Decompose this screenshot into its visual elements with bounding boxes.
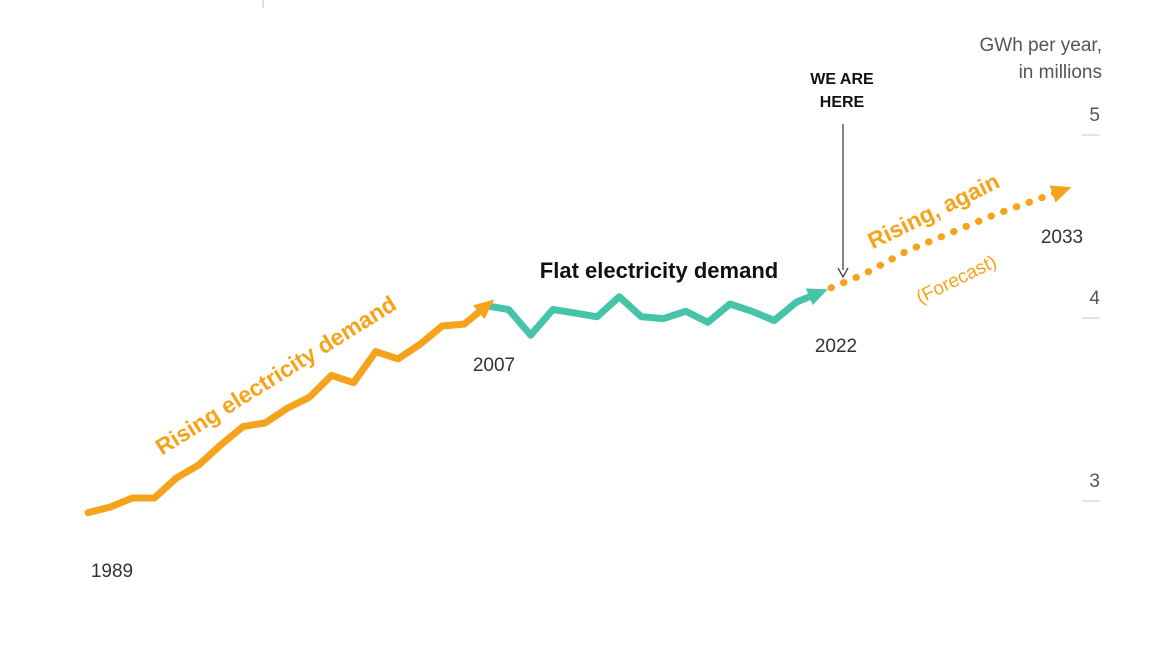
year-label-2033: 2033: [1041, 227, 1083, 248]
forecast-label: (Forecast): [913, 252, 1000, 309]
arrowhead-layer: [473, 185, 1072, 320]
year-label-2007: 2007: [473, 355, 515, 376]
we-are-here-label-line-2: HERE: [820, 94, 865, 111]
y-axis-label-line-2: in millions: [1019, 62, 1102, 83]
flat-demand-label: Flat electricity demand: [540, 258, 778, 283]
arrowhead-0: [473, 299, 495, 320]
rising-again-label: Rising, again: [863, 168, 1003, 254]
arrowhead-1: [805, 288, 828, 306]
series-line-rising-again-forecast: [815, 187, 1066, 297]
rising-demand-label: Rising electricity demand: [151, 290, 401, 460]
y-axis-label-line-1: GWh per year,: [980, 35, 1103, 56]
y-tick-label-4: 4: [1089, 288, 1100, 309]
we-are-here-label-line-1: WE ARE: [810, 71, 874, 88]
year-label-1989: 1989: [91, 561, 133, 582]
year-label-2022: 2022: [815, 336, 857, 357]
y-tick-label-5: 5: [1089, 105, 1100, 126]
y-axis-ticks: 3 4 5: [1082, 105, 1100, 502]
series-layer: [84, 187, 1066, 517]
we-are-here-arrow-head: [837, 267, 849, 279]
series-line-rising-electricity-demand: [84, 302, 490, 517]
series-line-flat-electricity-demand: [483, 289, 822, 339]
y-tick-label-3: 3: [1089, 471, 1100, 492]
arrowhead-2: [1049, 185, 1072, 203]
